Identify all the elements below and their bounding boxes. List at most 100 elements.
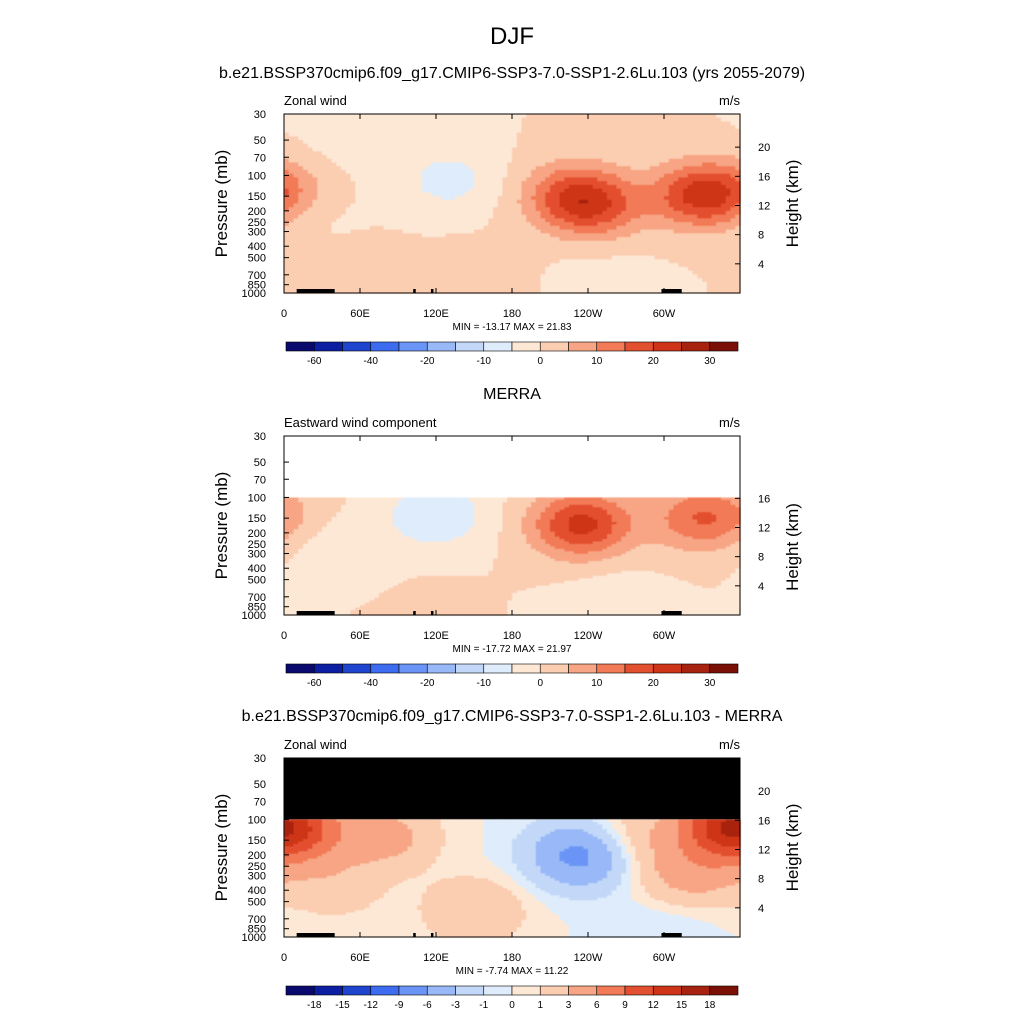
- field-cell: [607, 188, 613, 193]
- field-cell: [569, 289, 575, 294]
- field-cell: [488, 233, 494, 238]
- field-cell: [298, 237, 304, 242]
- field-cell: [550, 289, 556, 294]
- field-cell: [360, 188, 366, 193]
- field-cell: [687, 240, 694, 246]
- field-cell: [341, 143, 347, 149]
- field-cell: [730, 248, 736, 253]
- field-cell: [426, 121, 432, 126]
- field-cell: [683, 140, 689, 145]
- field-cell: [721, 147, 727, 152]
- field-cell: [426, 281, 432, 287]
- field-cell: [502, 233, 508, 238]
- field-cell: [668, 147, 675, 152]
- field-cell: [493, 502, 499, 506]
- field-cell: [421, 263, 428, 268]
- field-cell: [431, 270, 437, 275]
- field-cell: [459, 248, 466, 253]
- field-cell: [469, 155, 475, 160]
- field-cell: [507, 203, 513, 208]
- field-cell: [687, 237, 694, 242]
- field-cell: [526, 497, 532, 501]
- field-cell: [526, 184, 532, 190]
- field-cell: [564, 499, 570, 503]
- field-cell: [730, 285, 736, 290]
- field-cell: [478, 263, 485, 268]
- field-cell: [559, 143, 565, 149]
- field-cell: [602, 114, 608, 119]
- field-cell: [697, 181, 703, 186]
- field-cell: [488, 121, 494, 126]
- lon-tick-label: 120W: [574, 308, 603, 320]
- field-cell: [417, 184, 423, 190]
- field-cell: [540, 274, 546, 279]
- field-cell: [312, 259, 318, 264]
- field-cell: [440, 155, 447, 160]
- field-cell: [369, 114, 375, 119]
- field-cell: [616, 203, 622, 208]
- field-cell: [312, 162, 318, 167]
- field-cell: [535, 162, 542, 167]
- field-cell: [687, 266, 694, 272]
- field-cell: [402, 218, 409, 223]
- field-cell: [331, 162, 337, 167]
- field-cell: [307, 188, 314, 193]
- field-cell: [668, 121, 675, 126]
- field-cell: [312, 136, 318, 141]
- field-cell: [493, 251, 499, 257]
- field-cell: [312, 169, 318, 175]
- field-cell: [407, 114, 413, 119]
- field-cell: [554, 162, 561, 167]
- colorbar-swatch: [596, 341, 626, 352]
- field-cell: [602, 203, 608, 208]
- field-cell: [341, 121, 347, 126]
- field-cell: [421, 244, 428, 249]
- field-cell: [379, 147, 385, 152]
- field-cell: [621, 184, 627, 190]
- field-cell: [317, 237, 323, 242]
- field-cell: [583, 266, 589, 272]
- field-cell: [336, 229, 342, 234]
- field-cell: [322, 199, 328, 205]
- field-cell: [493, 140, 499, 145]
- field-cell: [436, 169, 442, 175]
- field-cell: [341, 251, 347, 257]
- field-cell: [687, 143, 694, 149]
- field-cell: [531, 266, 537, 272]
- field-cell: [683, 162, 689, 167]
- field-cell: [450, 218, 456, 223]
- field-cell: [478, 218, 485, 223]
- field-cell: [312, 196, 318, 201]
- field-cell: [497, 140, 504, 145]
- field-cell: [550, 181, 556, 186]
- field-cell: [326, 181, 333, 186]
- field-cell: [569, 169, 575, 175]
- field-cell: [588, 121, 594, 126]
- field-cell: [312, 151, 318, 156]
- field-cell: [393, 259, 399, 264]
- field-cell: [497, 192, 504, 197]
- field-cell: [355, 181, 361, 186]
- field-cell: [360, 502, 366, 506]
- field-cell: [550, 218, 556, 223]
- field-cell: [288, 199, 295, 205]
- field-cell: [664, 233, 670, 238]
- field-cell: [626, 121, 632, 126]
- field-cell: [706, 140, 713, 145]
- field-cell: [683, 225, 689, 231]
- field-cell: [635, 499, 641, 503]
- field-cell: [616, 125, 622, 130]
- field-cell: [564, 162, 570, 167]
- field-cell: [402, 240, 409, 246]
- field-cell: [293, 251, 299, 257]
- field-cell: [298, 281, 304, 287]
- field-cell: [493, 214, 499, 220]
- field-cell: [412, 233, 418, 238]
- field-cell: [383, 155, 390, 160]
- field-cell: [635, 222, 641, 227]
- field-cell: [436, 128, 442, 134]
- field-cell: [640, 251, 646, 257]
- field-cell: [431, 184, 437, 190]
- field-cell: [540, 136, 546, 141]
- field-cell: [298, 177, 304, 182]
